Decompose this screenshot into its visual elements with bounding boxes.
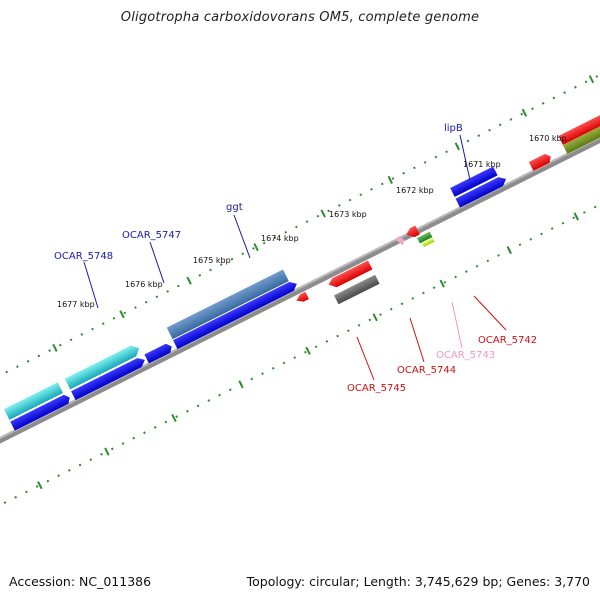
reverse-major-tick	[238, 380, 244, 389]
gene-ocar5748-feature-b[interactable]	[64, 343, 142, 390]
gene-ggt-feature[interactable]	[166, 269, 289, 340]
gene-ocar5742-green-feature[interactable]	[417, 231, 433, 244]
gene-label-ocar5745[interactable]: OCAR_5745	[347, 383, 406, 394]
reverse-tick-track	[0, 152, 600, 531]
gene-forward-blue-4[interactable]	[455, 174, 509, 208]
gene-ocar5747-feature[interactable]	[144, 342, 174, 364]
forward-major-tick	[588, 75, 595, 84]
gene-ocar5744-gray-feature[interactable]	[333, 274, 380, 305]
reverse-major-tick	[506, 246, 512, 255]
genome-backbone	[0, 99, 600, 481]
reverse-major-tick	[171, 413, 177, 423]
forward-major-tick	[521, 108, 528, 117]
lipb-leader	[459, 134, 471, 181]
gene-forward-blue-1[interactable]	[10, 393, 72, 431]
kbp-label-1675: 1675 kbp	[193, 256, 231, 265]
gene-label-lipb[interactable]: lipB	[444, 123, 463, 134]
gene-right-olive-feature[interactable]	[562, 100, 600, 154]
gene-forward-blue-2[interactable]	[71, 355, 147, 401]
kbp-label-1670: 1670 kbp	[529, 134, 567, 143]
kbp-label-1671: 1671 kbp	[463, 160, 501, 169]
forward-major-tick	[186, 276, 192, 285]
gene-ocar5745-feature[interactable]	[295, 291, 309, 305]
kbp-label-1674: 1674 kbp	[261, 234, 299, 243]
kbp-label-1672: 1672 kbp	[396, 186, 434, 195]
accession-text: Accession: NC_011386	[9, 574, 152, 589]
ocar5745-leader	[356, 336, 375, 381]
gene-right-red-feature[interactable]	[558, 91, 600, 145]
gene-ocar5748-feature-a[interactable]	[4, 382, 64, 420]
gene-forward-red-small[interactable]	[528, 152, 553, 171]
kbp-label-1677: 1677 kbp	[57, 300, 95, 309]
gene-forward-blue-3[interactable]	[173, 279, 299, 350]
ocar5742-leader	[473, 295, 507, 331]
gene-ocar5743-feature[interactable]	[395, 234, 407, 247]
forward-major-tick	[253, 243, 259, 252]
reverse-major-tick	[573, 212, 580, 221]
gene-ocar5742-lime-feature[interactable]	[422, 238, 435, 247]
gene-ocar5742-red-feature[interactable]	[405, 225, 420, 240]
reverse-major-tick	[305, 346, 311, 355]
gene-label-ocar5748[interactable]: OCAR_5748	[54, 251, 113, 262]
gene-label-ocar5742[interactable]: OCAR_5742	[478, 335, 537, 346]
forward-major-tick	[119, 310, 125, 319]
reverse-major-tick	[372, 313, 378, 322]
ggt-leader	[233, 214, 251, 259]
gene-labels: lipB ggt OCAR_5747 OCAR_5748 OCAR_5742 O…	[54, 123, 537, 394]
gene-label-ggt[interactable]: ggt	[226, 202, 243, 213]
forward-major-tick	[454, 142, 461, 151]
gene-label-ocar5747[interactable]: OCAR_5747	[122, 230, 181, 241]
map-track-group	[0, 49, 600, 531]
kbp-label-1676: 1676 kbp	[125, 280, 163, 289]
reverse-major-tick	[439, 279, 445, 288]
kbp-label-1673: 1673 kbp	[329, 210, 367, 219]
reverse-major-tick	[37, 481, 43, 490]
ocar5743-leader	[451, 301, 463, 349]
gene-label-ocar5744[interactable]: OCAR_5744	[397, 365, 456, 376]
kbp-labels: 1670 kbp 1671 kbp 1672 kbp 1673 kbp 1674…	[57, 134, 567, 309]
topology-text: Topology: circular; Length: 3,745,629 bp…	[246, 574, 590, 589]
gene-lipb-feature[interactable]	[450, 166, 498, 197]
ocar5748-leader	[83, 261, 99, 309]
forward-major-tick	[387, 175, 393, 184]
major-ticks	[37, 75, 595, 490]
map-title: Oligotropha carboxidovorans OM5, complet…	[120, 10, 480, 25]
ocar5744-leader	[409, 317, 425, 363]
genome-backbone-highlight	[0, 99, 600, 478]
label-leaders	[83, 134, 507, 381]
forward-major-tick	[320, 209, 326, 218]
forward-major-tick	[52, 343, 58, 352]
gene-label-ocar5743[interactable]: OCAR_5743	[436, 350, 495, 361]
gene-ocar5744-red-feature[interactable]	[327, 260, 373, 290]
ocar5747-leader	[149, 241, 165, 284]
reverse-major-tick	[104, 447, 110, 456]
